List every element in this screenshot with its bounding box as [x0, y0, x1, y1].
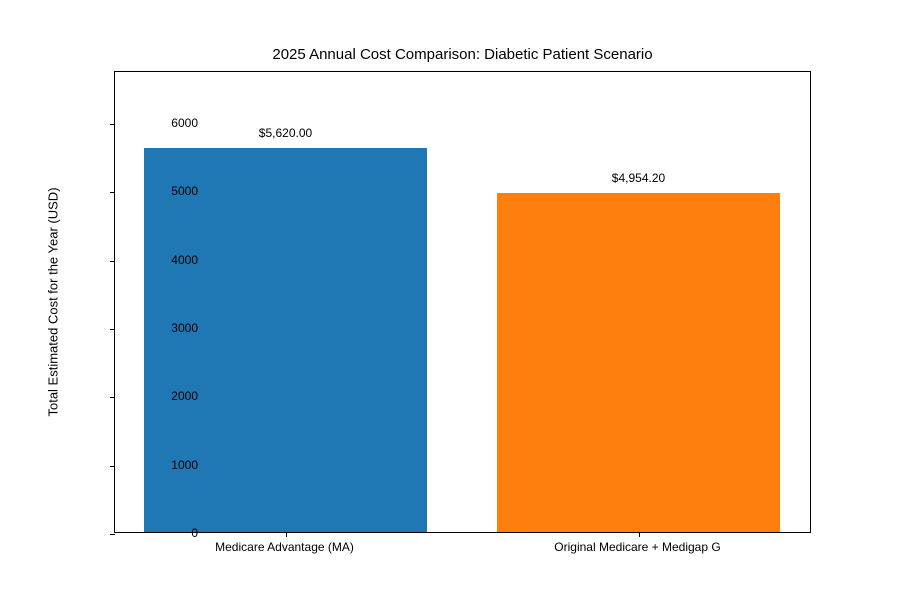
y-tick-mark — [110, 465, 115, 467]
bar-medicare-advantage-ma — [144, 148, 427, 532]
x-tick-mark — [285, 532, 287, 537]
y-axis-label: Total Estimated Cost for the Year (USD) — [45, 187, 61, 417]
y-tick-mark — [110, 534, 115, 535]
y-tick-label: 6000 — [171, 115, 198, 130]
y-tick-label: 1000 — [171, 457, 198, 472]
bar-value-label: $5,620.00 — [258, 126, 313, 140]
x-tick-label: Medicare Advantage (MA) — [215, 540, 354, 554]
y-tick-label: 5000 — [171, 184, 198, 199]
chart-title: 2025 Annual Cost Comparison: Diabetic Pa… — [272, 46, 653, 63]
y-tick-mark — [110, 192, 115, 194]
bar-value-label: $4,954.20 — [611, 171, 666, 185]
y-tick-label: 0 — [191, 526, 198, 540]
y-tick-label: 4000 — [171, 252, 198, 267]
y-tick-label: 2000 — [171, 389, 198, 404]
y-tick-mark — [110, 123, 115, 125]
y-tick-mark — [110, 260, 115, 262]
y-tick-mark — [110, 328, 115, 330]
y-tick-mark — [110, 397, 115, 399]
bar-original-medicare-medigap-g — [497, 193, 780, 532]
y-tick-label: 3000 — [171, 320, 198, 335]
x-tick-mark — [638, 532, 640, 537]
plot-area: $5,620.00 $4,954.20 — [110, 71, 811, 537]
x-tick-label: Original Medicare + Medigap G — [554, 540, 721, 554]
